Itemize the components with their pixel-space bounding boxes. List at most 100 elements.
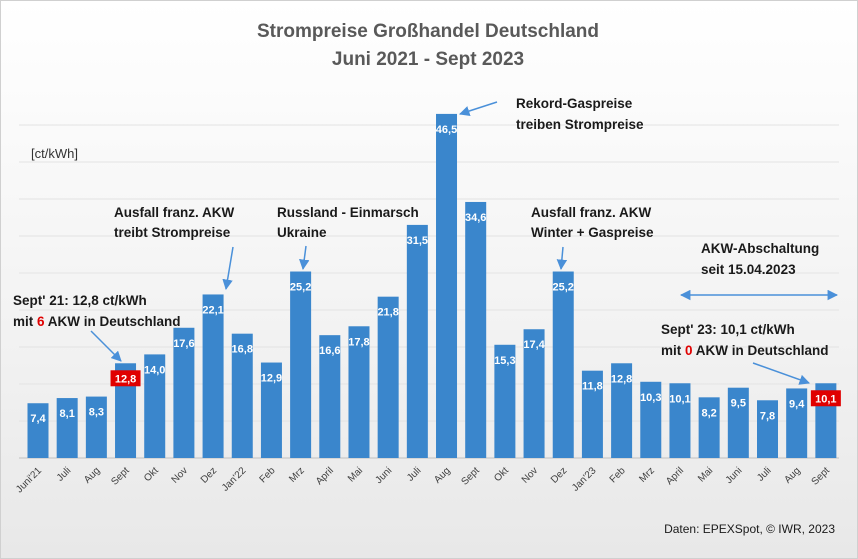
x-tick-label-7: Jan'22 <box>220 465 249 494</box>
annotation-sept21-line2: mit 6 AKW in Deutschland <box>13 314 181 329</box>
value-highlight-27 <box>810 390 841 407</box>
annotation-ausfall2-line1: Ausfall franz. AKW <box>531 205 652 220</box>
annotation-ausfall1-line1: Ausfall franz. AKW <box>114 205 235 220</box>
chart-subtitle: Juni 2021 - Sept 2023 <box>332 49 524 70</box>
bar-15 <box>465 201 487 458</box>
value-label-25: 7,8 <box>760 410 775 422</box>
x-tick-label-23: Mai <box>696 465 715 484</box>
x-tick-label-8: Feb <box>258 465 278 485</box>
bar-7 <box>231 333 253 458</box>
x-tick-label-13: Juli <box>405 465 423 483</box>
value-label-15: 34,6 <box>465 212 486 224</box>
value-label-7: 16,8 <box>232 344 253 356</box>
arrow-russland <box>299 245 310 271</box>
value-labels-group: 7,4 8,1 8,3 12,8 14,0 17,6 22,1 16,8 12,9 25,2 16,… <box>30 124 841 425</box>
annotation-sept21-prefix: mit <box>13 314 37 329</box>
x-tick-labels-group: Juni'21 Juli Aug Sept Okt Nov Dez Jan'22 Feb Mrz A… <box>14 465 832 495</box>
arrow-ausfall2 <box>556 246 568 271</box>
bar-23 <box>698 397 720 458</box>
x-tick-label-6: Dez <box>199 465 219 485</box>
value-label-10: 16,6 <box>319 345 340 357</box>
value-label-9: 25,2 <box>290 282 311 294</box>
value-label-19: 11,8 <box>582 381 603 393</box>
x-tick-label-18: Dez <box>549 465 569 485</box>
bar-12 <box>377 296 399 458</box>
x-tick-label-14: Aug <box>432 465 452 485</box>
annotation-sept21-line1: Sept' 21: 12,8 ct/kWh <box>13 293 147 308</box>
x-tick-label-4: Okt <box>142 465 161 484</box>
bar-3 <box>115 363 137 458</box>
bar-5 <box>173 327 195 458</box>
value-highlight-3 <box>110 370 141 387</box>
bar-19 <box>581 370 603 458</box>
value-label-21: 10,3 <box>640 392 661 404</box>
bar-11 <box>348 326 370 458</box>
x-tick-label-2: Aug <box>82 465 102 485</box>
x-tick-label-26: Aug <box>782 465 802 485</box>
value-label-17: 17,4 <box>523 339 545 351</box>
bar-18 <box>552 271 574 458</box>
value-label-1: 8,1 <box>60 408 75 420</box>
annotation-russland-line1: Russland - Einmarsch <box>277 205 419 220</box>
x-tick-label-3: Sept <box>109 465 131 487</box>
x-tick-label-0: Juni'21 <box>14 465 44 495</box>
value-label-16: 15,3 <box>494 355 515 367</box>
value-label-11: 17,8 <box>348 336 369 348</box>
value-label-8: 12,9 <box>261 373 282 385</box>
annotation-sept23-count: 0 <box>685 343 693 358</box>
arrow-sept21 <box>90 330 122 362</box>
arrow-ausfall1 <box>222 246 234 291</box>
source-credit: Daten: EPEXSpot, © IWR, 2023 <box>664 522 835 536</box>
annotation-sept23-prefix: mit <box>661 343 685 358</box>
x-tick-label-21: Mrz <box>637 465 657 485</box>
bar-21 <box>640 381 662 458</box>
value-label-3: 12,8 <box>115 373 136 385</box>
value-label-4: 14,0 <box>144 364 165 376</box>
value-label-26: 9,4 <box>789 398 805 410</box>
x-tick-label-12: Juni <box>374 465 395 486</box>
x-tick-label-1: Juli <box>55 465 73 483</box>
bar-24 <box>727 387 749 458</box>
bar-4 <box>144 354 166 458</box>
x-tick-label-25: Juli <box>755 465 773 483</box>
x-tick-label-22: April <box>664 465 686 487</box>
x-tick-label-9: Mrz <box>287 465 307 485</box>
annotation-sept23-line1: Sept' 23: 10,1 ct/kWh <box>661 322 795 337</box>
bars-group <box>27 113 837 459</box>
bar-16 <box>494 344 516 458</box>
x-tick-label-27: Sept <box>810 465 832 487</box>
annotation-rekord-line1: Rekord-Gaspreise <box>516 96 633 111</box>
value-label-24: 9,5 <box>731 398 746 410</box>
bar-1 <box>56 398 78 458</box>
value-label-14: 46,5 <box>436 124 457 136</box>
x-tick-label-16: Okt <box>492 465 511 484</box>
value-label-22: 10,1 <box>669 393 690 405</box>
value-label-27: 10,1 <box>815 393 836 405</box>
annotation-sept23-suffix: AKW in Deutschland <box>693 343 829 358</box>
bar-9 <box>290 271 312 458</box>
bar-8 <box>260 362 282 458</box>
value-label-23: 8,2 <box>701 407 716 419</box>
bar-0 <box>27 403 49 458</box>
value-label-2: 8,3 <box>89 407 104 419</box>
bar-10 <box>319 335 341 458</box>
annotation-rekord-line2: treiben Strompreise <box>516 117 644 132</box>
bar-20 <box>611 363 633 458</box>
value-label-20: 12,8 <box>611 373 632 385</box>
annotation-russland-line2: Ukraine <box>277 225 327 240</box>
arrow-sept23 <box>752 362 810 385</box>
chart-title: Strompreise Großhandel Deutschland <box>257 21 599 42</box>
value-label-0: 7,4 <box>30 413 46 425</box>
annotation-ausfall2-line2: Winter + Gaspreise <box>531 225 654 240</box>
bar-22 <box>669 383 691 458</box>
annotation-abschaltung-line1: AKW-Abschaltung <box>701 241 819 256</box>
annotation-ausfall1-line2: treibt Strompreise <box>114 225 231 240</box>
annotation-sept23-line2: mit 0 AKW in Deutschland <box>661 343 829 358</box>
x-tick-label-10: April <box>314 465 336 487</box>
x-tick-label-19: Jan'23 <box>570 465 599 494</box>
x-tick-label-5: Nov <box>170 465 190 485</box>
value-label-5: 17,6 <box>173 338 194 350</box>
annotation-sept21-suffix: AKW in Deutschland <box>45 314 181 329</box>
